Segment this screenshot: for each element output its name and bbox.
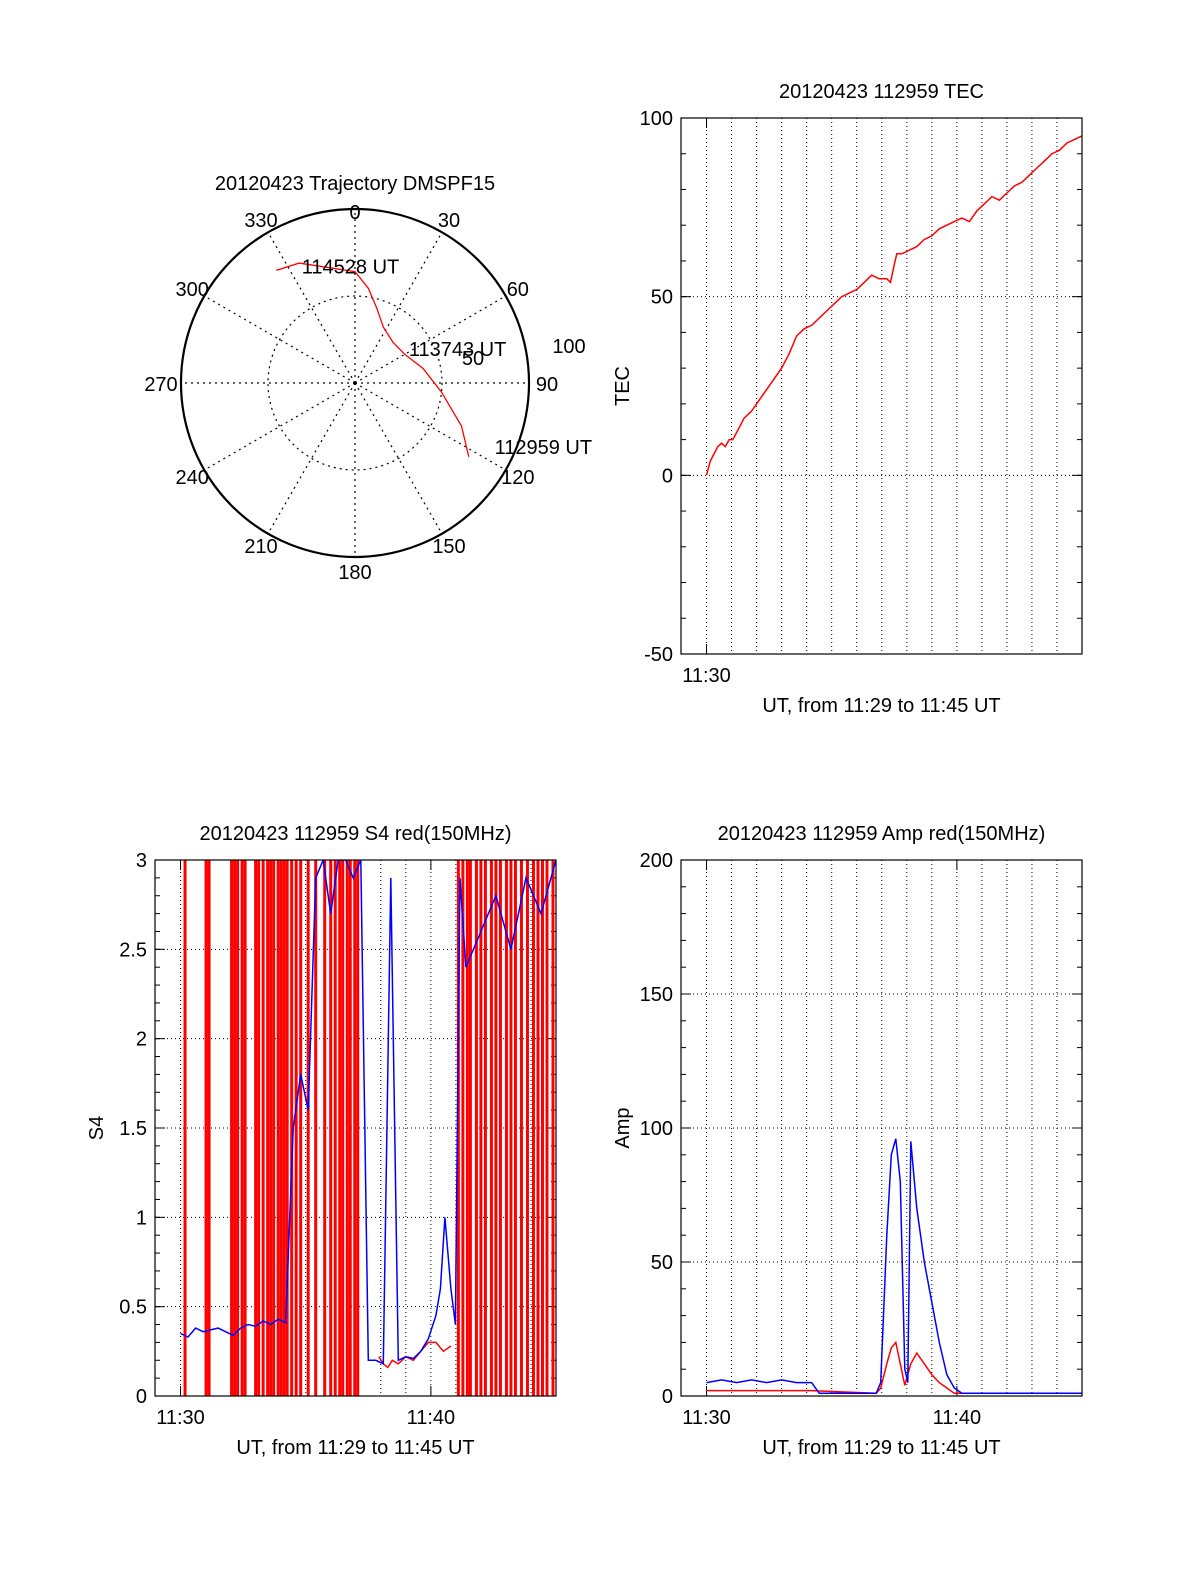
y-tick-label: 0 xyxy=(662,465,673,487)
x-axis-label: UT, from 11:29 to 11:45 UT xyxy=(236,1437,474,1459)
series-line xyxy=(705,135,1082,476)
y-tick-label: 100 xyxy=(640,1118,673,1140)
chart-title: 20120423 112959 Amp red(150MHz) xyxy=(718,823,1046,845)
grid-spoke xyxy=(354,232,443,384)
plot-frame xyxy=(680,117,1083,655)
grid-spoke xyxy=(354,382,443,534)
series-group xyxy=(705,135,1082,476)
chart-title: 20120423 112959 TEC xyxy=(779,81,984,103)
trajectory-time-label: 113743 UT xyxy=(409,339,506,361)
angle-tick-label: 120 xyxy=(501,467,534,489)
y-tick-label: -50 xyxy=(644,644,673,666)
angle-tick-label: 30 xyxy=(438,210,460,232)
trajectory-polar-plot: 20120423 Trajectory DMSPF15 0 30 60 90 120 150… xyxy=(144,173,592,584)
trajectory-time-label: 114528 UT xyxy=(302,257,399,279)
y-tick-label: 150 xyxy=(640,984,673,1006)
grid-spoke xyxy=(354,295,506,384)
y-tick-label: 2.5 xyxy=(119,939,147,961)
y-axis-label: Amp xyxy=(612,1107,634,1148)
angle-tick-label: 60 xyxy=(507,279,529,301)
series-line xyxy=(378,1341,452,1369)
grid-spoke xyxy=(267,232,356,384)
grid-ring xyxy=(267,295,443,471)
series-group xyxy=(180,860,556,1396)
angle-tick-label: 0 xyxy=(349,202,360,224)
y-tick-label: 50 xyxy=(651,287,673,309)
chart-title: 20120423 112959 S4 red(150MHz) xyxy=(199,823,511,845)
grid-spoke xyxy=(267,382,356,534)
series-group xyxy=(706,1138,1082,1395)
y-axis-label: S4 xyxy=(86,1116,108,1140)
x-axis-label: UT, from 11:29 to 11:45 UT xyxy=(762,695,1000,717)
plot-frame xyxy=(154,859,557,1397)
y-tick-label: 0 xyxy=(136,1386,147,1408)
y-tick-label: 1.5 xyxy=(119,1118,147,1140)
series-line xyxy=(706,1340,1082,1395)
y-tick-label: 0.5 xyxy=(119,1297,147,1319)
x-tick-label: 11:30 xyxy=(682,1407,731,1429)
x-axis-label: UT, from 11:29 to 11:45 UT xyxy=(762,1437,1000,1459)
y-axis-label: TEC xyxy=(612,366,634,406)
y-tick-label: 100 xyxy=(640,108,673,130)
trajectory-time-label: 112959 UT xyxy=(495,437,592,459)
radial-tick-label: 100 xyxy=(552,336,585,358)
tec-plot: 20120423 112959 TEC -50 0 50 100 11:30 UT, fro… xyxy=(612,81,1083,717)
plot-frame xyxy=(680,859,1083,1397)
y-tick-label: 200 xyxy=(640,850,673,872)
y-tick-label: 2 xyxy=(136,1029,147,1051)
y-tick-label: 50 xyxy=(651,1252,673,1274)
grid-spoke xyxy=(204,295,356,384)
angle-tick-label: 270 xyxy=(144,374,177,396)
amp-plot: 20120423 112959 Amp red(150MHz) 0 50 100 150… xyxy=(612,823,1083,1459)
grid-spoke xyxy=(204,382,356,471)
angle-tick-label: 240 xyxy=(175,467,208,489)
chart-title: 20120423 Trajectory DMSPF15 xyxy=(215,173,495,195)
angle-tick-label: 300 xyxy=(175,279,208,301)
x-tick-label: 11:40 xyxy=(407,1407,456,1429)
x-tick-label: 11:30 xyxy=(682,665,731,687)
angle-tick-label: 330 xyxy=(244,210,277,232)
y-tick-label: 0 xyxy=(662,1386,673,1408)
radial-tick-label: 50 xyxy=(462,348,484,370)
x-tick-label: 11:30 xyxy=(156,1407,205,1429)
angle-tick-label: 90 xyxy=(536,374,558,396)
x-tick-label: 11:40 xyxy=(933,1407,982,1429)
angle-tick-label: 150 xyxy=(432,536,465,558)
y-tick-label: 1 xyxy=(136,1207,147,1229)
y-tick-label: 3 xyxy=(136,850,147,872)
grid-spoke xyxy=(354,382,506,471)
s4-plot: 20120423 112959 S4 red(150MHz) 0 0.5 1 1.5 2 2… xyxy=(86,823,557,1459)
polar-outer-circle xyxy=(179,207,531,559)
angle-tick-label: 210 xyxy=(244,536,277,558)
angle-tick-label: 180 xyxy=(338,562,371,584)
trajectory-line xyxy=(276,262,470,458)
series-line xyxy=(180,860,556,1365)
series-line xyxy=(706,1138,1082,1395)
